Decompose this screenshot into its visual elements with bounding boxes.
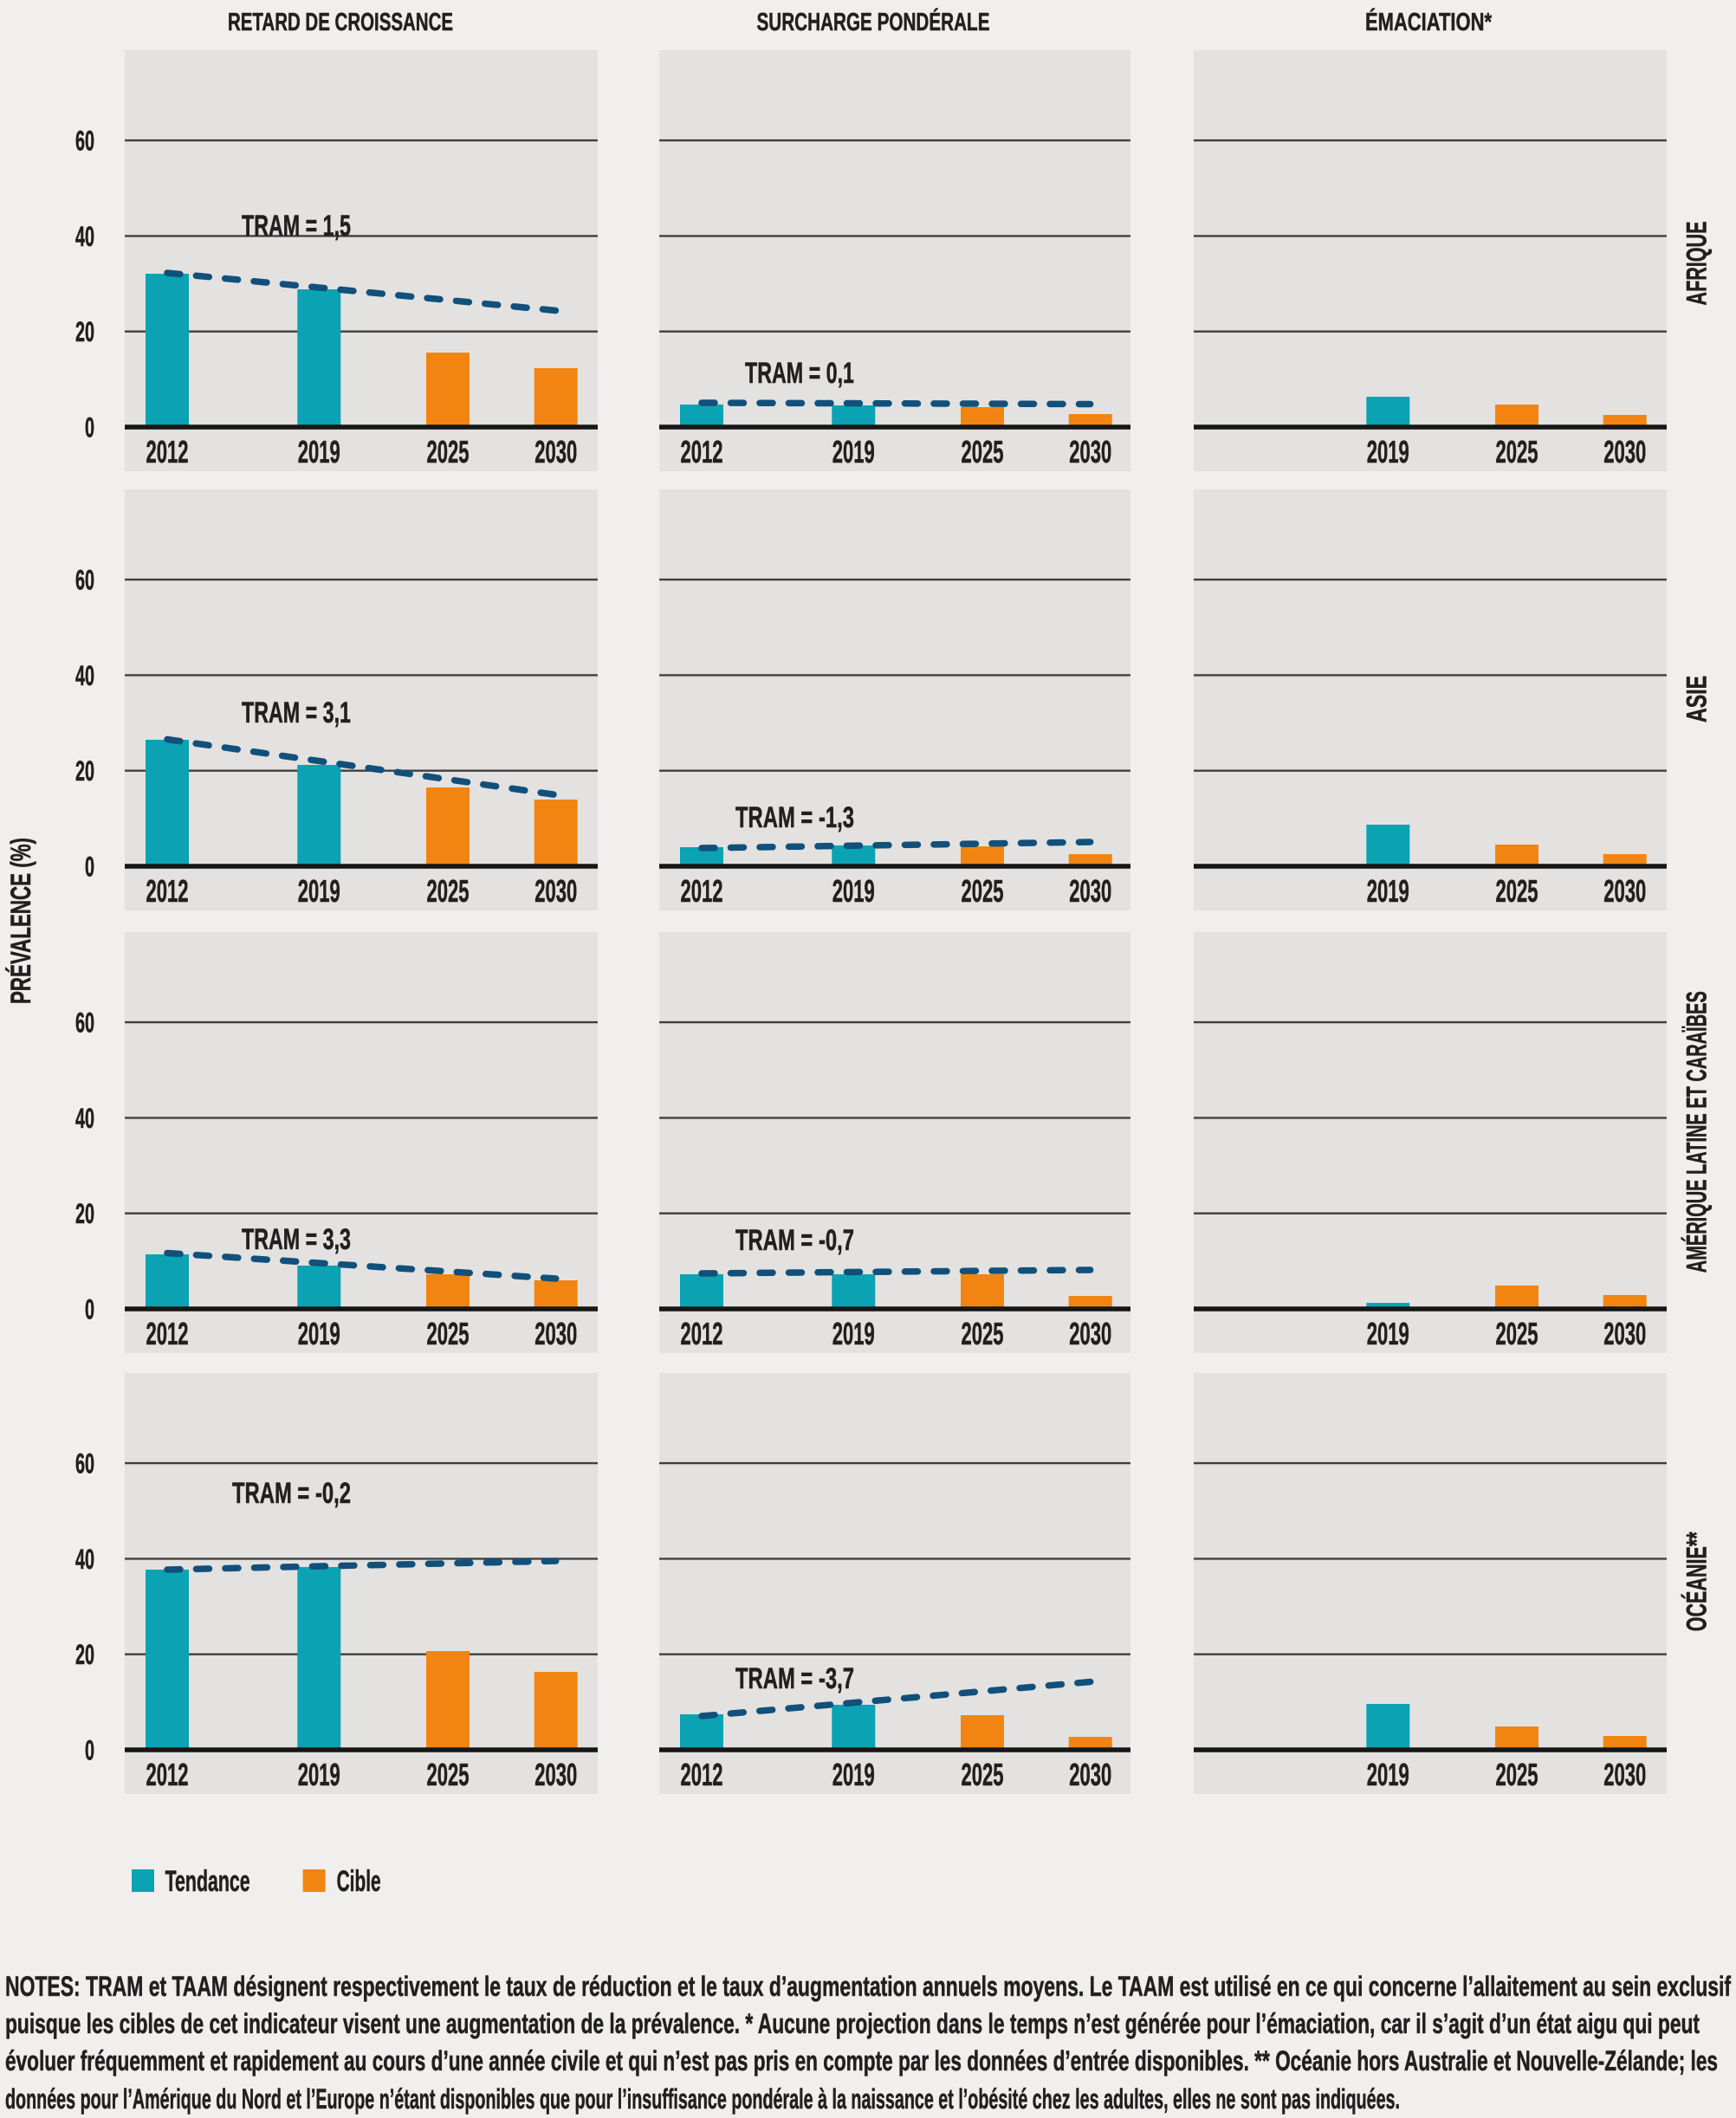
svg-text:2025: 2025 (1496, 434, 1538, 470)
svg-text:60: 60 (75, 126, 94, 157)
svg-text:2030: 2030 (1603, 873, 1646, 909)
svg-text:2025: 2025 (962, 1316, 1004, 1351)
svg-text:2030: 2030 (534, 1757, 577, 1792)
svg-text:60: 60 (75, 1448, 94, 1480)
svg-text:2030: 2030 (1603, 1757, 1646, 1792)
svg-text:NOTES: TRAM et TAAM désignent: NOTES: TRAM et TAAM désignent respective… (5, 1971, 1731, 2002)
svg-text:0: 0 (85, 852, 94, 883)
svg-text:2030: 2030 (534, 1316, 577, 1351)
svg-text:20: 20 (75, 755, 94, 787)
svg-text:TRAM = 3,1: TRAM = 3,1 (242, 696, 351, 729)
svg-text:2019: 2019 (832, 434, 875, 470)
svg-text:2012: 2012 (681, 434, 723, 470)
svg-text:2025: 2025 (962, 1757, 1004, 1792)
svg-text:40: 40 (75, 660, 94, 691)
svg-text:AFRIQUE: AFRIQUE (1681, 222, 1713, 306)
svg-text:TRAM = -3,7: TRAM = -3,7 (735, 1662, 854, 1695)
svg-text:2019: 2019 (1367, 1316, 1409, 1351)
svg-text:2025: 2025 (962, 434, 1004, 470)
svg-text:2012: 2012 (681, 873, 723, 909)
svg-text:0: 0 (85, 412, 94, 444)
svg-text:2030: 2030 (1603, 1316, 1646, 1351)
svg-text:2012: 2012 (681, 1316, 723, 1351)
svg-text:puisque les cibles de cet indi: puisque les cibles de cet indicateur vis… (5, 2008, 1700, 2039)
svg-text:TRAM = 3,3: TRAM = 3,3 (242, 1223, 351, 1256)
svg-text:TRAM = 0,1: TRAM = 0,1 (745, 357, 854, 390)
svg-text:2025: 2025 (1496, 1757, 1538, 1792)
svg-text:2025: 2025 (1496, 1316, 1538, 1351)
svg-text:ASIE: ASIE (1681, 676, 1713, 722)
svg-text:2025: 2025 (1496, 873, 1538, 909)
svg-text:TRAM = -0,2: TRAM = -0,2 (232, 1477, 351, 1510)
svg-text:données pour l’Amérique du Nor: données pour l’Amérique du Nord et l’Eur… (5, 2083, 1400, 2115)
svg-text:20: 20 (75, 316, 94, 347)
svg-text:OCÉANIE**: OCÉANIE** (1681, 1532, 1713, 1631)
svg-text:0: 0 (85, 1294, 94, 1325)
svg-text:40: 40 (75, 1103, 94, 1134)
svg-text:2019: 2019 (298, 873, 340, 909)
svg-text:2012: 2012 (146, 434, 189, 470)
svg-text:2025: 2025 (427, 873, 470, 909)
svg-text:2019: 2019 (1367, 434, 1409, 470)
svg-text:2025: 2025 (427, 434, 470, 470)
svg-text:2019: 2019 (832, 1316, 875, 1351)
svg-text:40: 40 (75, 221, 94, 252)
svg-text:évoluer fréquemment et rapidem: évoluer fréquemment et rapidement au cou… (5, 2045, 1718, 2076)
svg-text:2019: 2019 (1367, 1757, 1409, 1792)
svg-text:20: 20 (75, 1198, 94, 1229)
svg-text:PRÉVALENCE (%): PRÉVALENCE (%) (5, 838, 36, 1004)
svg-text:AMÉRIQUE LATINE ET CARAÏBES: AMÉRIQUE LATINE ET CARAÏBES (1681, 991, 1713, 1273)
svg-text:2019: 2019 (832, 1757, 875, 1792)
svg-text:60: 60 (75, 565, 94, 596)
svg-text:2025: 2025 (427, 1757, 470, 1792)
svg-text:2019: 2019 (832, 873, 875, 909)
svg-text:2030: 2030 (1603, 434, 1646, 470)
svg-text:TRAM = -1,3: TRAM = -1,3 (735, 801, 854, 834)
svg-text:Cible: Cible (337, 1865, 381, 1898)
svg-text:2019: 2019 (1367, 873, 1409, 909)
svg-text:2012: 2012 (146, 1757, 189, 1792)
svg-text:TRAM = -0,7: TRAM = -0,7 (735, 1224, 854, 1257)
svg-text:2012: 2012 (681, 1757, 723, 1792)
svg-text:2030: 2030 (1069, 1757, 1111, 1792)
svg-text:2012: 2012 (146, 1316, 189, 1351)
svg-text:40: 40 (75, 1544, 94, 1575)
svg-text:Tendance: Tendance (165, 1865, 250, 1898)
svg-text:20: 20 (75, 1639, 94, 1670)
svg-text:2019: 2019 (298, 1316, 340, 1351)
svg-text:2030: 2030 (1069, 1316, 1111, 1351)
svg-text:2012: 2012 (146, 873, 189, 909)
svg-text:SURCHARGE PONDÉRALE: SURCHARGE PONDÉRALE (757, 7, 990, 36)
svg-text:2019: 2019 (298, 434, 340, 470)
svg-text:0: 0 (85, 1735, 94, 1766)
svg-text:2030: 2030 (1069, 873, 1111, 909)
svg-text:RETARD DE CROISSANCE: RETARD DE CROISSANCE (228, 9, 453, 36)
svg-text:TRAM = 1,5: TRAM = 1,5 (242, 210, 351, 243)
svg-text:ÉMACIATION*: ÉMACIATION* (1365, 7, 1493, 36)
svg-text:2030: 2030 (534, 434, 577, 470)
svg-text:2025: 2025 (427, 1316, 470, 1351)
svg-text:60: 60 (75, 1007, 94, 1039)
svg-text:2019: 2019 (298, 1757, 340, 1792)
svg-text:2030: 2030 (1069, 434, 1111, 470)
svg-text:2030: 2030 (534, 873, 577, 909)
svg-text:2025: 2025 (962, 873, 1004, 909)
